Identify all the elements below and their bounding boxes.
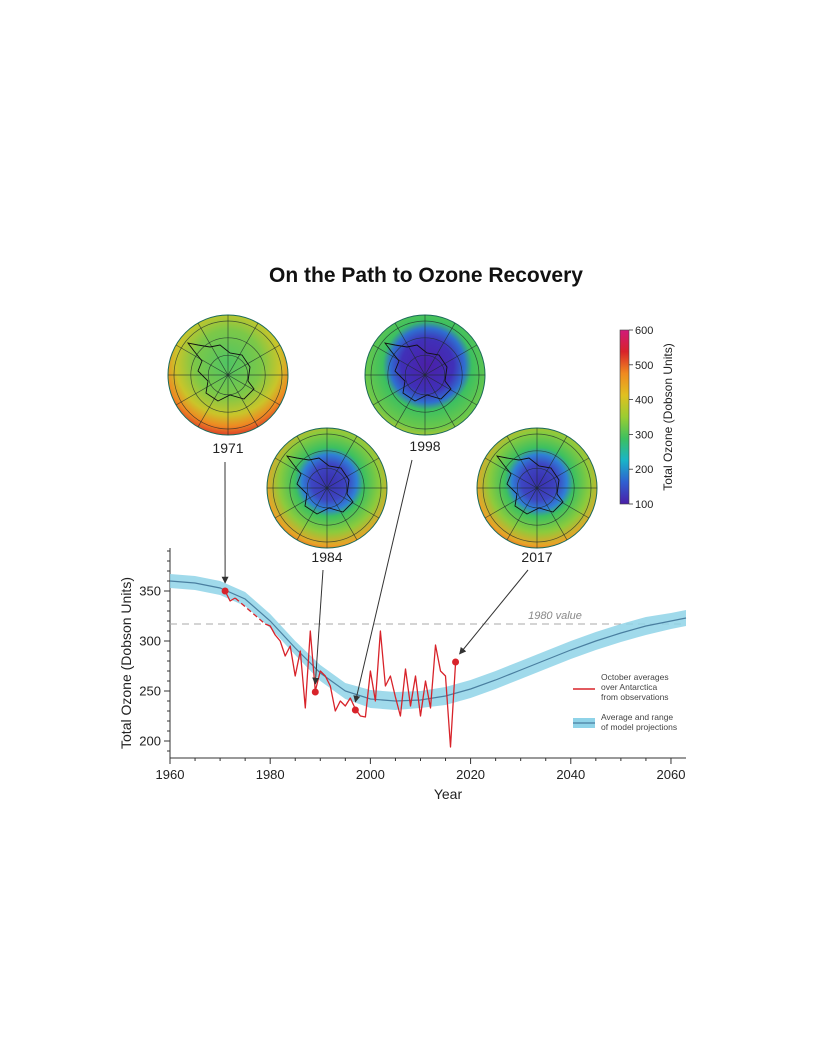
y-axis-title: Total Ozone (Dobson Units) bbox=[118, 577, 134, 749]
ozone-map-1984: 1984 bbox=[266, 427, 388, 565]
y-tick-label: 350 bbox=[139, 584, 161, 599]
y-tick-label: 250 bbox=[139, 684, 161, 699]
meridian-line bbox=[484, 457, 590, 519]
meridian-line bbox=[274, 457, 380, 519]
legend: October averages over Antarctica from obse… bbox=[573, 672, 677, 732]
x-tick-label: 1960 bbox=[156, 767, 185, 782]
ozone-map-1998: 1998 bbox=[364, 314, 486, 454]
x-tick-label: 2060 bbox=[657, 767, 686, 782]
map-year-label: 1971 bbox=[212, 440, 243, 456]
legend-model-label: Average and range of model projections bbox=[601, 712, 677, 732]
highlight-point bbox=[452, 658, 460, 666]
colorbar-tick-label: 300 bbox=[635, 429, 653, 441]
x-axis-title: Year bbox=[434, 786, 463, 802]
x-tick-label: 1980 bbox=[256, 767, 285, 782]
observations-line bbox=[224, 590, 457, 748]
map-year-label: 2017 bbox=[521, 549, 552, 565]
ozone-map-2017: 2017 bbox=[476, 427, 598, 565]
reference-line-label: 1980 value bbox=[528, 610, 582, 622]
y-tick-label: 300 bbox=[139, 634, 161, 649]
meridian-line bbox=[175, 344, 281, 406]
antarctica-outline bbox=[285, 455, 354, 515]
legend-observations-label: October averages over Antarctica from obse… bbox=[601, 672, 669, 702]
ozone-line-chart: 1960 1980 2000 2020 2040 2060 200 250 300 350 Year… bbox=[118, 548, 687, 802]
antarctica-outline bbox=[186, 342, 255, 402]
highlight-point bbox=[311, 688, 319, 696]
colorbar-title: Total Ozone (Dobson Units) bbox=[661, 343, 675, 490]
colorbar-tick-label: 400 bbox=[635, 395, 653, 407]
map-year-label: 1984 bbox=[311, 549, 342, 565]
highlight-point bbox=[221, 587, 229, 595]
ozone-maps: 1971 1984 1998 2017 bbox=[167, 314, 598, 565]
observations-gap-line bbox=[234, 597, 266, 625]
colorbar-tick-label: 500 bbox=[635, 360, 653, 372]
meridian-line bbox=[372, 344, 478, 406]
annotation-arrow-2017 bbox=[459, 569, 529, 655]
colorbar-tick-label: 200 bbox=[635, 464, 653, 476]
colorbar-gradient bbox=[619, 329, 630, 505]
annotation-arrow-1998 bbox=[353, 459, 413, 703]
y-tick-label: 200 bbox=[139, 734, 161, 749]
model-range-band bbox=[170, 574, 686, 710]
annotation-arrow-1984 bbox=[312, 569, 324, 685]
map-year-label: 1998 bbox=[409, 438, 440, 454]
colorbar-tick-label: 100 bbox=[635, 499, 653, 511]
annotation-arrows bbox=[221, 459, 529, 703]
x-tick-label: 2020 bbox=[456, 767, 485, 782]
colorbar: 100 200 300 400 500 600 Total Ozone (Dobson Un… bbox=[619, 325, 675, 511]
colorbar-tick-label: 600 bbox=[635, 325, 653, 337]
antarctica-outline bbox=[495, 455, 564, 515]
x-tick-label: 2040 bbox=[556, 767, 585, 782]
antarctica-outline bbox=[383, 342, 452, 402]
model-average-line bbox=[169, 580, 687, 702]
highlight-point bbox=[351, 706, 359, 714]
x-tick-label: 2000 bbox=[356, 767, 385, 782]
ozone-map-1971: 1971 bbox=[167, 314, 289, 456]
chart-title: On the Path to Ozone Recovery bbox=[269, 264, 583, 287]
